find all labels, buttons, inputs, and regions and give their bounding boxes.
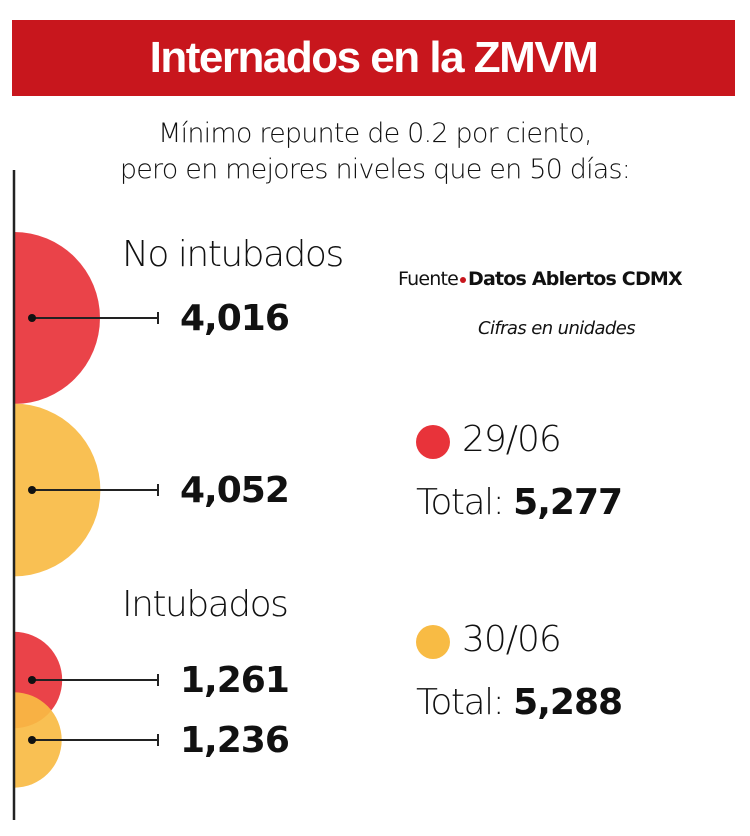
legend-total: Total: 5,288	[416, 682, 623, 723]
legend-dot-yellow-icon	[416, 625, 450, 659]
leader-dot	[28, 736, 36, 744]
value-label: 4,016	[180, 298, 290, 339]
subtitle-line-2: pero en mejores niveles que en 50 días:	[119, 154, 631, 185]
chart-title: Internados en la ZMVM	[149, 33, 599, 82]
source-label: Fuente	[398, 268, 459, 290]
leader-dot	[28, 314, 36, 322]
legend-total: Total: 5,277	[416, 482, 623, 523]
leader-dot	[28, 486, 36, 494]
source-name: Datos Ablertos CDMX	[468, 268, 683, 290]
total-label: Total:	[416, 482, 505, 523]
legend-date: 30/06	[462, 619, 562, 660]
group-label-no-intubados: No intubados	[122, 234, 344, 275]
value-label: 4,052	[180, 470, 290, 511]
value-label: 1,261	[180, 660, 290, 701]
total-value: 5,288	[513, 682, 623, 723]
units-note: Cifras en unidades	[478, 318, 636, 339]
legend-dot-red-icon	[416, 425, 450, 459]
subtitle-line-1: Mínimo repunte de 0.2 por ciento,	[158, 118, 592, 149]
total-label: Total:	[416, 682, 505, 723]
bullet-icon	[460, 276, 467, 283]
title-bar: Internados en la ZMVM	[12, 20, 735, 96]
subtitle: Mínimo repunte de 0.2 por ciento, pero e…	[0, 116, 750, 188]
source-note: Fuente Datos Ablertos CDMX	[398, 268, 683, 290]
group-label-intubados: Intubados	[122, 584, 289, 625]
total-value: 5,277	[513, 482, 623, 523]
legend-date: 29/06	[462, 419, 562, 460]
value-label: 1,236	[180, 720, 290, 761]
leader-dot	[28, 676, 36, 684]
